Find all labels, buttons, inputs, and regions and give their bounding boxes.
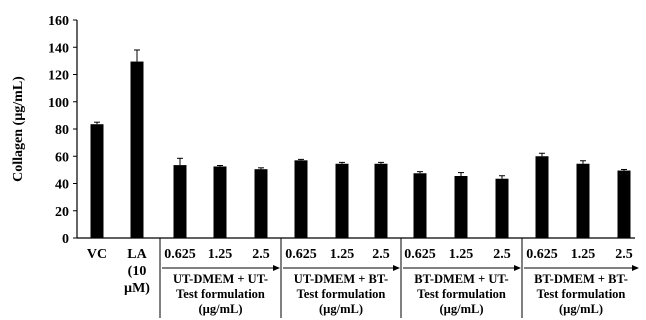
group-label: BT-DMEM + UT-: [414, 272, 508, 286]
y-tick-label: 140: [48, 41, 69, 56]
x-category-label: LA: [127, 247, 147, 262]
group-label: Test formulation: [537, 287, 626, 301]
x-category-label: 1.25: [449, 247, 474, 262]
x-category-label: 1.25: [330, 247, 355, 262]
x-category-label: 0.625: [526, 247, 558, 262]
x-category-label: 2.5: [252, 247, 270, 262]
bar: [130, 61, 144, 239]
group-label: Test formulation: [297, 287, 386, 301]
group-label: (µg/mL): [198, 302, 242, 316]
x-category-label: VC: [87, 247, 107, 262]
y-tick-label: 100: [48, 96, 69, 111]
y-tick-label: 0: [62, 232, 69, 247]
x-category-label: µM): [124, 281, 150, 296]
y-tick-label: 80: [55, 123, 69, 138]
bar: [495, 178, 509, 238]
group-label: (µg/mL): [439, 302, 483, 316]
x-category-label: (10: [128, 264, 147, 279]
x-category-label: 0.625: [285, 247, 317, 262]
bar: [454, 176, 468, 238]
bar: [576, 163, 590, 238]
bar: [213, 166, 227, 238]
x-category-label: 1.25: [208, 247, 233, 262]
y-tick-label: 160: [48, 14, 69, 29]
y-tick-label: 20: [55, 205, 69, 220]
bar: [173, 165, 187, 238]
x-category-label: 2.5: [493, 247, 511, 262]
bar: [90, 124, 104, 238]
group-label: BT-DMEM + BT-: [534, 272, 628, 286]
group-label: (µg/mL): [319, 302, 363, 316]
group-label: (µg/mL): [559, 302, 603, 316]
x-category-label: 0.625: [164, 247, 196, 262]
x-category-label: 2.5: [615, 247, 633, 262]
group-label: UT-DMEM + BT-: [294, 272, 388, 286]
bar: [335, 163, 349, 238]
group-label: UT-DMEM + UT-: [173, 272, 268, 286]
bar: [413, 173, 427, 238]
bar: [254, 169, 268, 238]
y-tick-label: 60: [55, 150, 69, 165]
bar: [294, 160, 308, 238]
x-category-label: 1.25: [571, 247, 596, 262]
bar: [617, 170, 631, 238]
x-category-label: 0.625: [404, 247, 436, 262]
group-label: Test formulation: [176, 287, 265, 301]
y-tick-label: 120: [48, 69, 69, 84]
y-axis-title: Collagen (µg/mL): [11, 76, 26, 182]
bar: [374, 163, 388, 238]
y-tick-label: 40: [55, 178, 69, 193]
bar: [535, 156, 549, 238]
x-category-label: 2.5: [372, 247, 390, 262]
group-label: Test formulation: [417, 287, 506, 301]
